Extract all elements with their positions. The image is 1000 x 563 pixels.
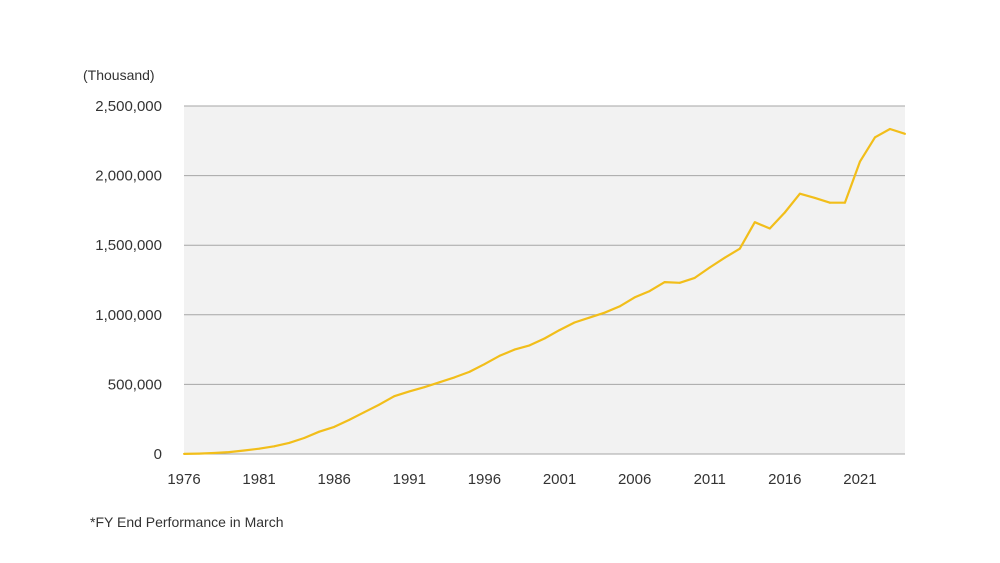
data-point	[378, 403, 381, 406]
data-point	[258, 447, 261, 450]
data-point	[693, 276, 696, 279]
data-point	[513, 348, 516, 351]
data-point	[183, 452, 185, 455]
x-axis-tick-labels: 1976 1981 1986 1991 1996 2001 2006 2011 2016 2021	[167, 471, 876, 488]
y-tick-label: 2,000,000	[95, 168, 162, 185]
x-tick-label: 1991	[393, 471, 426, 488]
data-point	[783, 211, 786, 214]
data-point	[904, 132, 906, 135]
x-tick-label: 2021	[843, 471, 876, 488]
data-point	[483, 363, 486, 366]
data-point	[288, 441, 291, 444]
data-point	[873, 136, 876, 139]
data-point	[333, 425, 336, 428]
data-point	[348, 418, 351, 421]
data-point	[588, 316, 591, 319]
data-point	[228, 451, 231, 454]
x-tick-label: 1986	[318, 471, 351, 488]
gridlines	[184, 105, 905, 455]
y-axis-tick-labels: 0 500,000 1,000,000 1,500,000 2,000,000 2,500…	[95, 98, 162, 463]
data-point	[603, 311, 606, 314]
data-point	[363, 411, 366, 414]
data-point	[663, 281, 666, 284]
x-tick-label: 2006	[618, 471, 651, 488]
data-point	[633, 296, 636, 299]
data-point	[648, 290, 651, 293]
data-point	[198, 452, 201, 455]
data-point	[498, 354, 501, 357]
data-point	[798, 192, 801, 195]
data-point	[753, 221, 756, 224]
data-point	[393, 395, 396, 398]
x-tick-label: 1976	[167, 471, 200, 488]
data-point	[573, 321, 576, 324]
data-point	[453, 376, 456, 379]
data-point	[708, 266, 711, 269]
data-point	[423, 386, 426, 389]
x-tick-label: 2011	[694, 471, 726, 488]
data-point	[468, 370, 471, 373]
y-axis-unit-label: (Thousand)	[83, 67, 155, 83]
data-point	[618, 305, 621, 308]
data-point	[738, 247, 741, 250]
y-tick-label: 500,000	[108, 376, 162, 393]
data-point	[438, 381, 441, 384]
x-tick-label: 1996	[468, 471, 501, 488]
data-point	[828, 201, 831, 204]
data-point	[558, 329, 561, 332]
data-point	[213, 452, 216, 455]
data-point	[723, 256, 726, 259]
y-tick-label: 2,500,000	[95, 98, 162, 115]
y-tick-label: 0	[154, 446, 162, 463]
x-tick-label: 2016	[768, 471, 801, 488]
data-point	[303, 436, 306, 439]
plot-area	[184, 106, 905, 454]
footnote: *FY End Performance in March	[90, 514, 284, 530]
data-point	[318, 430, 321, 433]
data-point	[678, 281, 681, 284]
data-point	[843, 201, 846, 204]
data-point	[408, 390, 411, 393]
y-tick-label: 1,000,000	[95, 307, 162, 324]
data-point	[858, 160, 861, 163]
data-point	[888, 127, 891, 130]
x-tick-label: 2001	[543, 471, 576, 488]
y-tick-label: 1,500,000	[95, 237, 162, 254]
x-tick-label: 1981	[242, 471, 275, 488]
data-point	[543, 337, 546, 340]
data-points	[183, 127, 906, 455]
data-point	[243, 449, 246, 452]
data-point	[768, 227, 771, 230]
data-point	[813, 196, 816, 199]
data-point	[273, 445, 276, 448]
data-point	[528, 344, 531, 347]
